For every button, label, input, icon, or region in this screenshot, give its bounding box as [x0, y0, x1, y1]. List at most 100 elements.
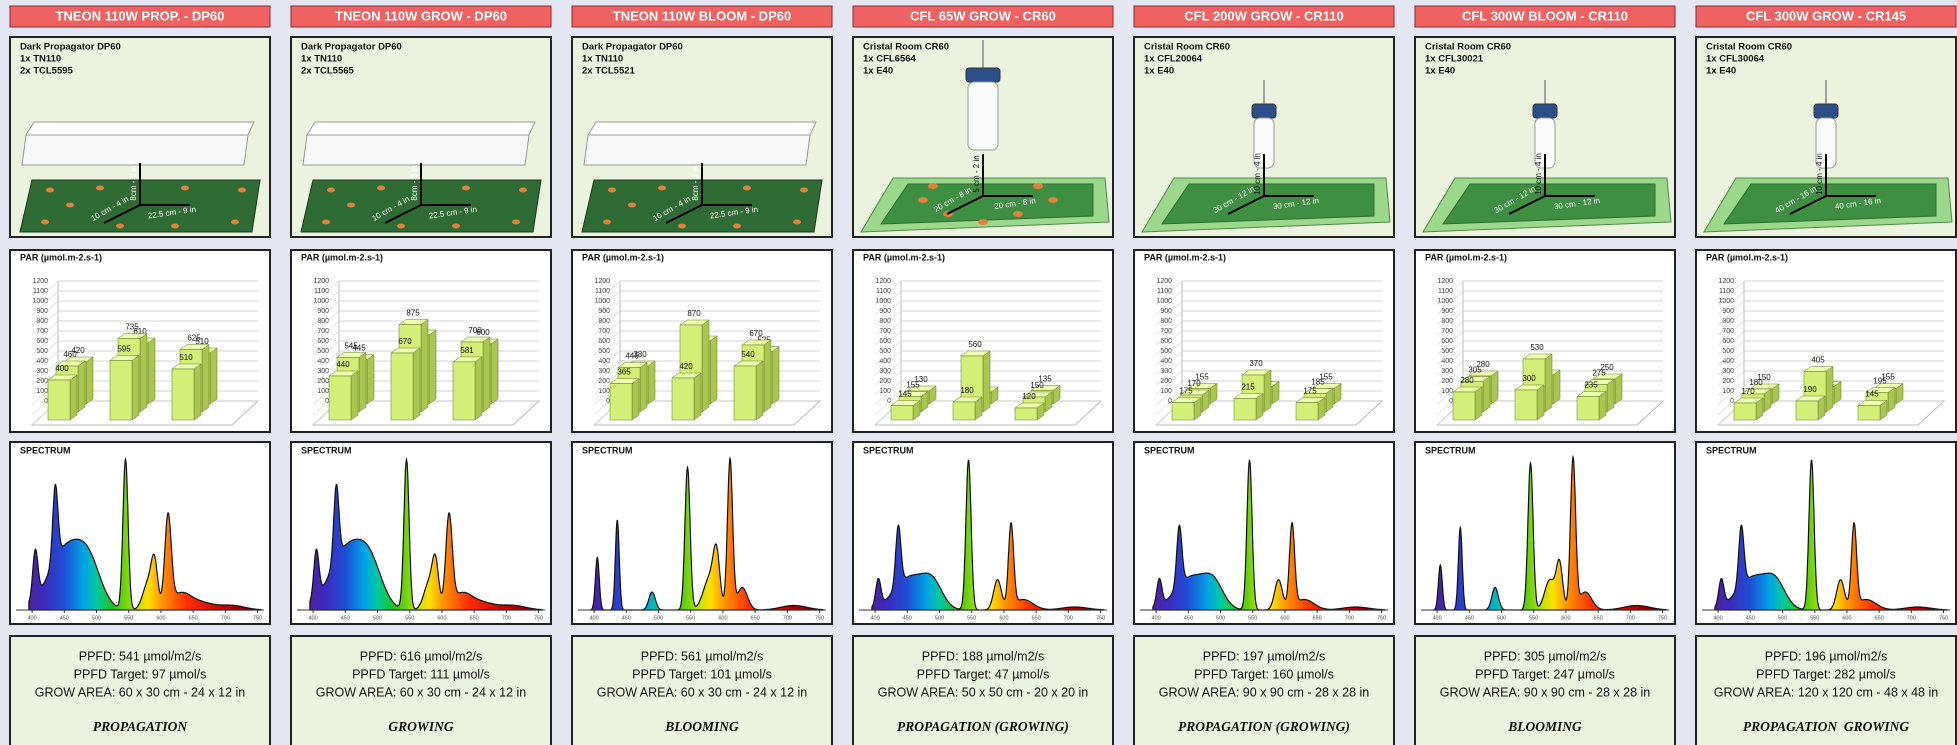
y-tick-label: 200 [1441, 378, 1453, 385]
bar-side [147, 337, 156, 405]
grid-line [593, 360, 621, 386]
grid-line [593, 370, 621, 396]
grid-line [874, 380, 902, 406]
bar-value-label: 180 [960, 386, 974, 395]
grid-line [31, 290, 59, 316]
bar-value-label: 235 [1584, 381, 1598, 390]
x-tick-label: 450 [60, 615, 69, 621]
x-tick-label: 700 [221, 615, 230, 621]
x-tick-label: 600 [1561, 615, 1570, 621]
y-tick-label: 400 [879, 358, 891, 365]
fixture-front [302, 134, 530, 166]
usage-label: PROPAGATION [93, 719, 189, 734]
fixture-top [587, 121, 817, 136]
x-tick-label: 550 [1529, 615, 1538, 621]
y-tick-label: 900 [1441, 308, 1453, 315]
bar-value-label: 610 [133, 327, 147, 336]
bar-value-label: 560 [968, 340, 982, 349]
bar-side [209, 347, 218, 405]
y-tick-label: 1200 [1156, 278, 1172, 285]
setup-line: Dark Propagator DP60 [582, 42, 683, 53]
column: TNEON 110W PROP. - DP60 Dark Propagator D… [9, 5, 271, 745]
bar-value-label: 581 [460, 346, 474, 355]
stats-line: GROW AREA: 120 x 120 cm - 48 x 48 in [1714, 685, 1938, 699]
board-dot [918, 197, 928, 203]
y-tick-label: 1100 [1157, 288, 1172, 295]
grid-line [1717, 330, 1745, 356]
setup-line: 1x E40 [1425, 66, 1455, 77]
bar-value-label: 150 [1757, 373, 1771, 382]
spectrum-curve [309, 457, 543, 611]
grid-line [593, 350, 621, 376]
y-tick-label: 700 [1160, 328, 1172, 335]
stats-box [571, 635, 833, 745]
dimension-arrow [103, 204, 141, 224]
x-tick-label: 400 [1152, 615, 1161, 621]
x-tick-label: 450 [903, 615, 912, 621]
x-tick-label: 500 [373, 615, 382, 621]
grid-line [312, 310, 340, 336]
stats-line: PPFD: 561 µmol/m2/s [641, 649, 764, 663]
header-title: CFL 65W GROW - CR60 [910, 8, 1056, 23]
bar-side [1482, 376, 1491, 413]
bar-side [193, 363, 202, 421]
setup-line: 1x TN110 [301, 54, 342, 65]
stats-box [9, 635, 271, 745]
x-tick-label: 600 [1280, 615, 1289, 621]
dimension-label: 10 cm - 4 in [1253, 153, 1262, 195]
bar [1576, 396, 1600, 421]
setup-line: 1x E40 [1144, 66, 1174, 77]
y-tick-label: 300 [879, 368, 891, 375]
bar [171, 368, 195, 421]
usage-label: PROPAGATION (GROWING) [1178, 719, 1350, 734]
y-tick-label: 500 [879, 348, 891, 355]
bar-value-label: 145 [1865, 390, 1879, 399]
y-tick-label: 900 [1722, 308, 1734, 315]
board-dot [322, 219, 330, 225]
y-tick-label: 1100 [595, 288, 610, 295]
x-tick-label: 450 [622, 615, 631, 621]
y-tick-label: 200 [1160, 378, 1172, 385]
bar-value-label: 170 [1741, 387, 1755, 396]
dimension-label: 10 cm - 4 in [1815, 153, 1824, 195]
grid-line [31, 360, 59, 386]
grid-line [31, 370, 59, 396]
y-tick-label: 500 [317, 348, 329, 355]
bar-value-label: 380 [633, 350, 647, 359]
x-tick-label: 400 [1433, 615, 1442, 621]
y-tick-label: 1100 [876, 288, 891, 295]
grid-line [1155, 300, 1183, 326]
board-dot [793, 219, 801, 225]
column-header [1414, 5, 1676, 28]
board-dot [743, 185, 751, 191]
spectrum-title: SPECTRUM [301, 445, 352, 455]
dimension-label: 8cm - 3 in [129, 165, 138, 200]
bar-value-label: 155 [906, 381, 920, 390]
y-tick-label: 100 [1160, 388, 1172, 395]
board-dot [327, 187, 335, 193]
grid-line [1436, 360, 1464, 386]
column-header [9, 5, 271, 28]
y-tick-label: 100 [1441, 388, 1453, 395]
bar-side [131, 355, 140, 421]
board-dot [66, 202, 74, 208]
y-tick-label: 300 [1160, 368, 1172, 375]
bar-value-label: 510 [179, 353, 193, 362]
bar-value-label: 540 [741, 350, 755, 359]
bar [1171, 402, 1195, 421]
stats-line: PPFD Target: 160 µmol/s [1194, 667, 1334, 681]
x-tick-label: 600 [156, 615, 165, 621]
bar-value-label: 445 [352, 344, 366, 353]
bar [1795, 400, 1819, 421]
x-tick-label: 550 [405, 615, 414, 621]
grid-line [874, 350, 902, 376]
x-tick-label: 500 [654, 615, 663, 621]
bar [609, 383, 633, 421]
bar-value-label: 195 [1873, 377, 1887, 386]
header-title: CFL 300W BLOOM - CR110 [1462, 8, 1628, 23]
grid-line [1436, 380, 1464, 406]
y-tick-label: 800 [1160, 318, 1172, 325]
setup-line: 2x TCL5595 [20, 66, 74, 77]
grow-board-inner [1161, 183, 1375, 225]
